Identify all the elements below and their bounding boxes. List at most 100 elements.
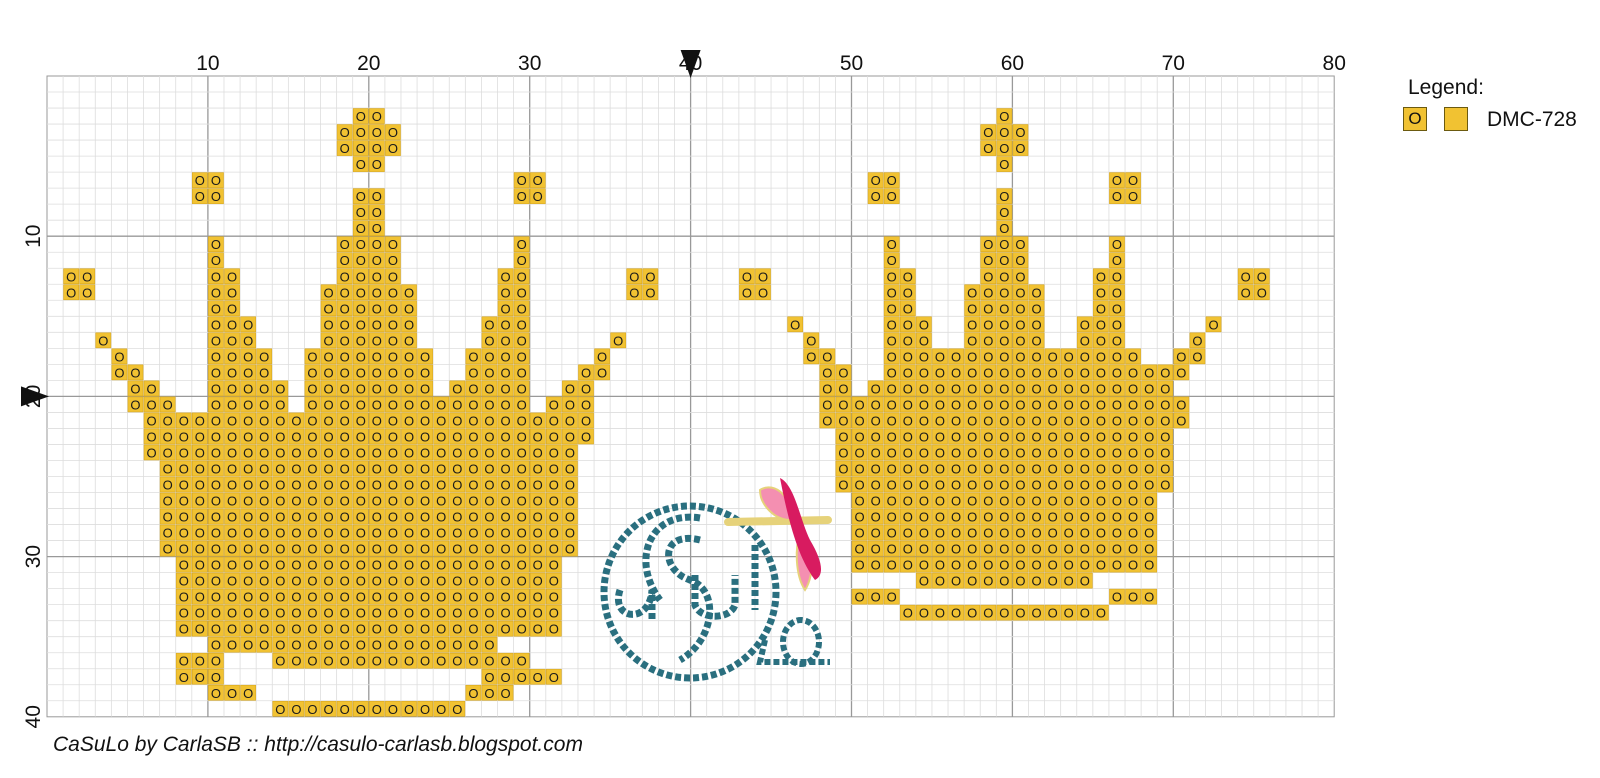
stitch-symbol: O [903,349,913,364]
stitch-cell: O [1076,316,1093,332]
stitch-symbol: O [565,461,575,476]
stitch-cell: O [1125,540,1141,557]
stitch-symbol: O [211,333,221,348]
stitch-cell: O [368,636,385,653]
stitch-symbol: O [1015,526,1025,541]
stitch-cell: O [352,460,369,476]
stitch-fill [320,364,337,381]
stitch-cell: O [304,556,321,573]
x-tick-label: 50 [840,52,863,75]
stitch-cell: O [916,444,932,460]
stitch-symbol: O [98,333,108,348]
stitch-fill [336,268,353,285]
stitch-fill [1237,284,1254,301]
stitch-symbol: O [854,461,864,476]
stitch-cell: O [883,364,900,380]
stitch-symbol: O [340,494,350,509]
stitch-symbol: O [935,445,945,460]
stitch-symbol: O [211,173,221,188]
stitch-fill [352,156,369,172]
stitch-cell: O [964,380,981,396]
stitch-symbol: O [903,526,913,541]
stitch-symbol: O [1144,590,1154,605]
stitch-cell: O [240,364,256,380]
stitch-cell: O [288,572,305,589]
stitch-cell: O [352,428,369,444]
stitch-cell: O [385,572,401,589]
stitch-cell: O [320,620,337,637]
stitch-symbol: O [484,590,494,605]
stitch-symbol: O [420,702,430,717]
stitch-fill [240,316,256,333]
stitch-symbol: O [871,429,881,444]
stitch-fill [626,268,643,285]
stitch-cell: O [1044,476,1061,493]
stitch-symbol: O [903,461,913,476]
stitch-symbol: O [372,622,382,637]
stitch-symbol: O [211,670,221,685]
stitch-cell: O [449,588,466,605]
stitch-cell: O [272,700,289,717]
stitch-cell: O [288,508,305,525]
stitch-symbol: O [420,349,430,364]
stitch-cell: O [208,524,224,541]
stitch-symbol: O [404,590,414,605]
stitch-symbol: O [517,301,527,316]
stitch-cell: O [336,492,353,509]
stitch-symbol: O [951,365,961,380]
stitch-symbol: O [1015,494,1025,509]
stitch-symbol: O [420,574,430,589]
stitch-cell: O [594,364,610,380]
stitch-symbol: O [324,461,334,476]
stitch-symbol: O [324,301,334,316]
stitch-cell: O [368,460,385,476]
stitch-cell: O [272,620,289,637]
x-tick-label: 40 [679,52,702,75]
stitch-cell: O [916,348,932,364]
stitch-cell: O [320,412,337,428]
stitch-cell: O [240,316,256,333]
stitch-symbol: O [806,333,816,348]
stitch-cell: O [304,508,321,525]
stitch-cell: O [1012,268,1029,284]
stitch-cell: O [368,588,385,605]
stitch-symbol: O [163,429,173,444]
stitch-cell: O [497,540,514,557]
stitch-cell: O [883,236,900,252]
stitch-cell: O [143,396,160,412]
stitch-fill [996,348,1013,365]
stitch-cell: O [851,428,868,444]
stitch-symbol: O [275,478,285,493]
stitch-symbol: O [468,365,478,380]
stitch-cell: O [385,332,401,348]
stitch-symbol: O [935,413,945,428]
stitch-cell: O [835,412,852,428]
stitch-symbol: O [983,606,993,621]
stitch-fill [385,348,401,365]
stitch-symbol: O [629,285,639,300]
stitch-cell: O [368,348,385,364]
stitch-symbol: O [501,510,511,525]
stitch-symbol: O [517,494,527,509]
stitch-symbol: O [243,558,253,573]
stitch-fill [368,252,385,269]
stitch-symbol: O [291,606,301,621]
legend-symbol: O [1403,107,1427,131]
stitch-symbol: O [388,301,398,316]
stitch-symbol: O [436,510,446,525]
stitch-cell: O [240,348,256,364]
stitch-cell: O [1012,124,1029,140]
stitch-cell: O [192,188,208,204]
stitch-cell: O [352,444,369,460]
stitch-fill [208,172,224,188]
stitch-fill [208,252,224,269]
stitch-cell: O [497,460,514,476]
stitch-cell: O [1109,540,1125,557]
stitch-symbol: O [307,510,317,525]
stitch-symbol: O [935,429,945,444]
stitch-cell: O [175,556,192,573]
stitch-fill [208,268,224,285]
stitch-symbol: O [324,429,334,444]
stitch-symbol: O [871,381,881,396]
stitch-cell: O [964,572,981,589]
